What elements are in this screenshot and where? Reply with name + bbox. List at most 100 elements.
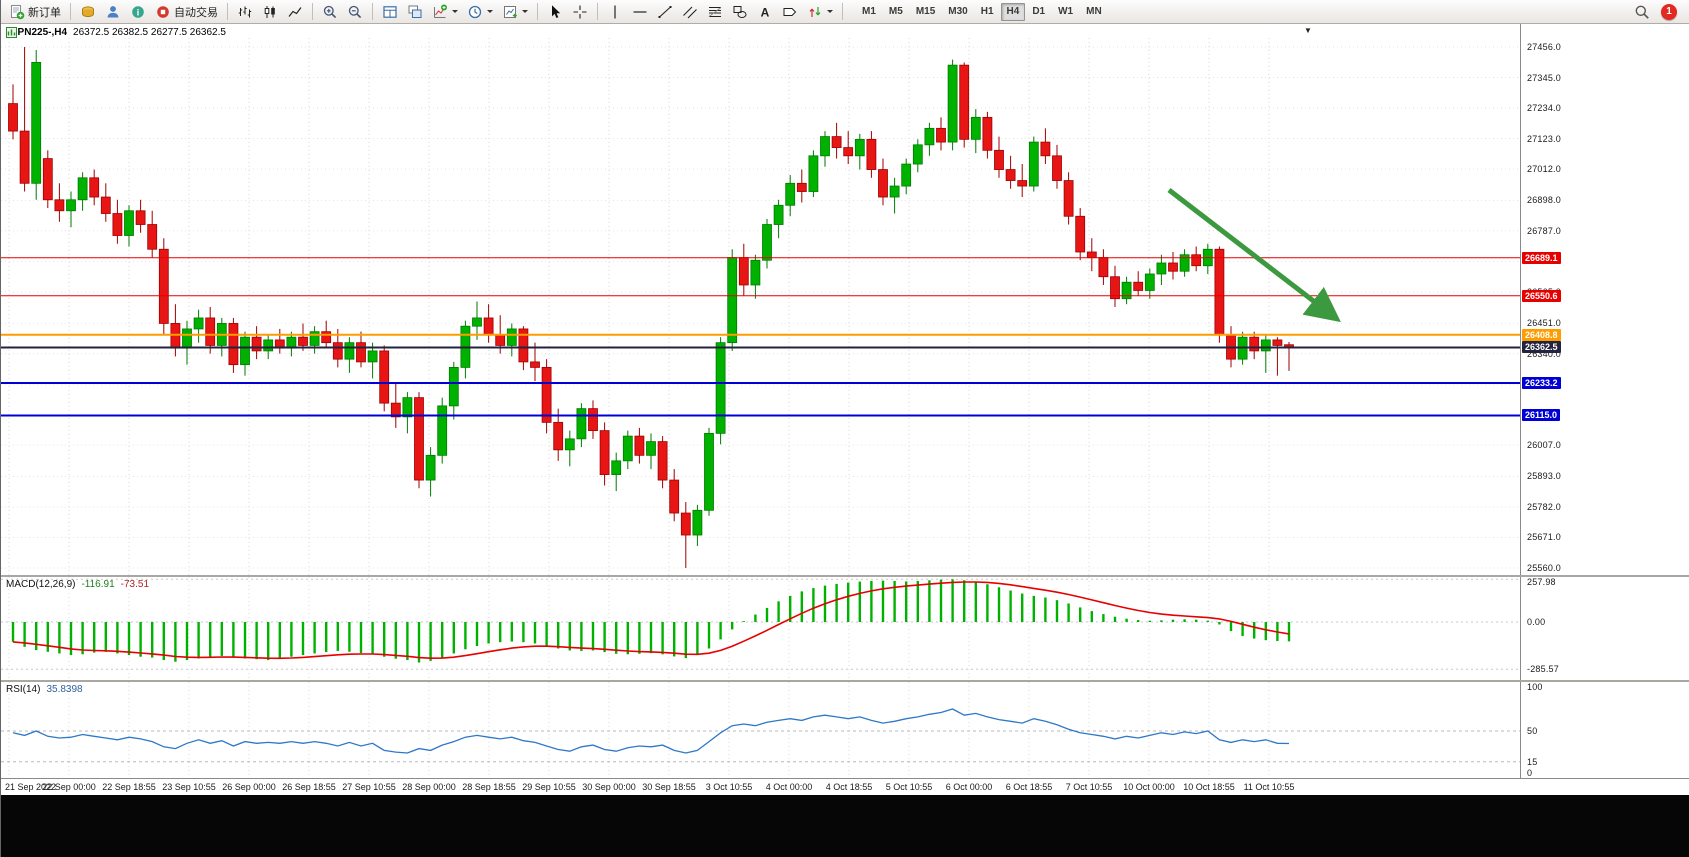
- info-button[interactable]: i: [126, 2, 150, 22]
- time-axis-label: 7 Oct 10:55: [1065, 782, 1113, 792]
- timeframe-m1[interactable]: M1: [862, 6, 876, 17]
- fibonacci-tool-button[interactable]: [703, 2, 727, 22]
- candlestick: [622, 430, 633, 470]
- vertical-line-tool-button[interactable]: [603, 2, 627, 22]
- price-level-badge[interactable]: 26550.6: [1522, 289, 1561, 302]
- candlestick: [390, 383, 401, 428]
- macd-main-value: -116.91: [81, 579, 115, 590]
- timeframe-m15[interactable]: M15: [915, 6, 936, 17]
- time-axis-label: 6 Oct 18:55: [1005, 782, 1053, 792]
- toolbar-separator: [312, 3, 313, 20]
- equidistant-channel-tool-button[interactable]: [678, 2, 702, 22]
- cursor-tool-button[interactable]: [543, 2, 567, 22]
- price-level-badge[interactable]: 26362.5: [1522, 341, 1561, 354]
- candlestick: [19, 47, 30, 192]
- zoom-in-button[interactable]: [318, 2, 342, 22]
- candlestick: [785, 175, 796, 217]
- candlestick: [843, 131, 854, 165]
- timeframe-w1[interactable]: W1: [1058, 6, 1074, 17]
- candlestick: [472, 301, 482, 340]
- arrows-tool-button[interactable]: [803, 2, 837, 22]
- price-level-badge[interactable]: 26233.2: [1522, 377, 1561, 389]
- candlestick: [54, 183, 65, 222]
- candlestick: [193, 309, 204, 343]
- trend-arrow[interactable]: [1167, 188, 1341, 323]
- candlestick-chart[interactable]: [1, 24, 1520, 575]
- search-button[interactable]: [1630, 2, 1654, 22]
- label-icon: [783, 7, 797, 16]
- candlestick: [680, 502, 691, 568]
- candlestick: [437, 397, 448, 464]
- price-level-badge[interactable]: 26115.0: [1522, 409, 1561, 422]
- candlestick: [773, 199, 784, 239]
- candlestick: [599, 422, 610, 486]
- candlestick: [182, 320, 192, 365]
- dropdown-caret-icon: [452, 10, 458, 13]
- toolbar-right: 1: [1630, 2, 1685, 22]
- candlestick: [912, 139, 923, 173]
- chart-ohlc-info: JPN225-,H4 26372.5 26382.5 26277.5 26362…: [6, 27, 226, 38]
- templates-button[interactable]: [498, 2, 532, 22]
- candlestick-chart-button[interactable]: [258, 2, 282, 22]
- candlestick: [553, 408, 564, 461]
- price-axis[interactable]: 27456.0 27345.0 27234.0 27123.0 27012.0 26898…: [1520, 24, 1689, 575]
- toolbar-separator: [842, 3, 843, 20]
- tile-windows-button[interactable]: [403, 2, 427, 22]
- svg-text:i: i: [137, 7, 140, 17]
- new-chart-button[interactable]: [428, 2, 462, 22]
- new-order-button[interactable]: 新订单: [5, 2, 65, 22]
- bar-chart-button[interactable]: [233, 2, 257, 22]
- timeframe-m5[interactable]: M5: [888, 6, 903, 17]
- profile-button[interactable]: [101, 2, 125, 22]
- candlestick: [541, 359, 552, 434]
- time-axis-label: 28 Sep 18:55: [462, 782, 516, 792]
- rsi-chart[interactable]: [1, 682, 1520, 778]
- timeframe-mn[interactable]: MN: [1086, 6, 1102, 17]
- candlestick: [994, 136, 1004, 178]
- zoom-out-button[interactable]: [343, 2, 367, 22]
- arrows-icon: [809, 6, 821, 17]
- candlestick: [1272, 337, 1283, 376]
- price-level-badge[interactable]: 26408.8: [1522, 328, 1561, 341]
- text-tool-button[interactable]: A: [753, 2, 777, 22]
- candlestick: [100, 183, 111, 222]
- chart-ohlc-values: 26372.5 26382.5 26277.5 26362.5: [73, 27, 226, 38]
- crosshair-tool-button[interactable]: [568, 2, 592, 22]
- macd-chart[interactable]: [1, 577, 1520, 680]
- profiles-button[interactable]: [463, 2, 497, 22]
- arrange-windows-button[interactable]: [378, 2, 402, 22]
- metaquotes-button[interactable]: [76, 2, 100, 22]
- candlestick: [251, 326, 262, 360]
- timeframe-h4[interactable]: H4: [1000, 2, 1026, 21]
- svg-text:A: A: [761, 5, 770, 19]
- candlestick: [367, 342, 378, 379]
- main-chart-panel[interactable]: JPN225-,H4 26372.5 26382.5 26277.5 26362…: [1, 24, 1689, 575]
- timeframe-m30[interactable]: M30: [948, 6, 968, 17]
- crosshair-icon: [573, 5, 587, 18]
- tile-windows-icon: [408, 5, 422, 18]
- horizontal-line-tool-button[interactable]: [628, 2, 652, 22]
- trendline-tool-button[interactable]: [653, 2, 677, 22]
- candlestick: [588, 400, 598, 439]
- toolbar-separator: [227, 3, 228, 20]
- panel-splitter[interactable]: [1, 575, 1689, 577]
- price-level-badge[interactable]: 26689.1: [1522, 251, 1561, 264]
- notification-badge[interactable]: 1: [1661, 3, 1677, 20]
- shapes-tool-button[interactable]: [728, 2, 752, 22]
- chart-dropdown-arrow[interactable]: ▼: [1304, 26, 1312, 35]
- candlestick: [344, 337, 355, 373]
- macd-panel[interactable]: MACD(12,26,9) -116.91 -73.51 257.98 0.00 -…: [1, 577, 1689, 680]
- candlestick: [158, 238, 169, 335]
- line-chart-button[interactable]: [283, 2, 307, 22]
- candlestick: [704, 427, 714, 516]
- panel-splitter[interactable]: [1, 680, 1689, 682]
- timeframe-d1[interactable]: D1: [1032, 6, 1046, 17]
- rsi-panel[interactable]: RSI(14) 35.8398 100 50 15 0: [1, 682, 1689, 778]
- autotrade-button[interactable]: 自动交易: [151, 2, 222, 22]
- price-axis-label: 26787.0: [1527, 225, 1561, 236]
- time-axis[interactable]: 21 Sep 2022 22 Sep 00:00 22 Sep 18:55 23 Se…: [1, 778, 1689, 795]
- timeframe-h1[interactable]: H1: [980, 6, 994, 17]
- text-label-tool-button[interactable]: [778, 2, 802, 22]
- candlestick: [1202, 243, 1213, 274]
- price-axis-label: 25893.0: [1527, 471, 1561, 482]
